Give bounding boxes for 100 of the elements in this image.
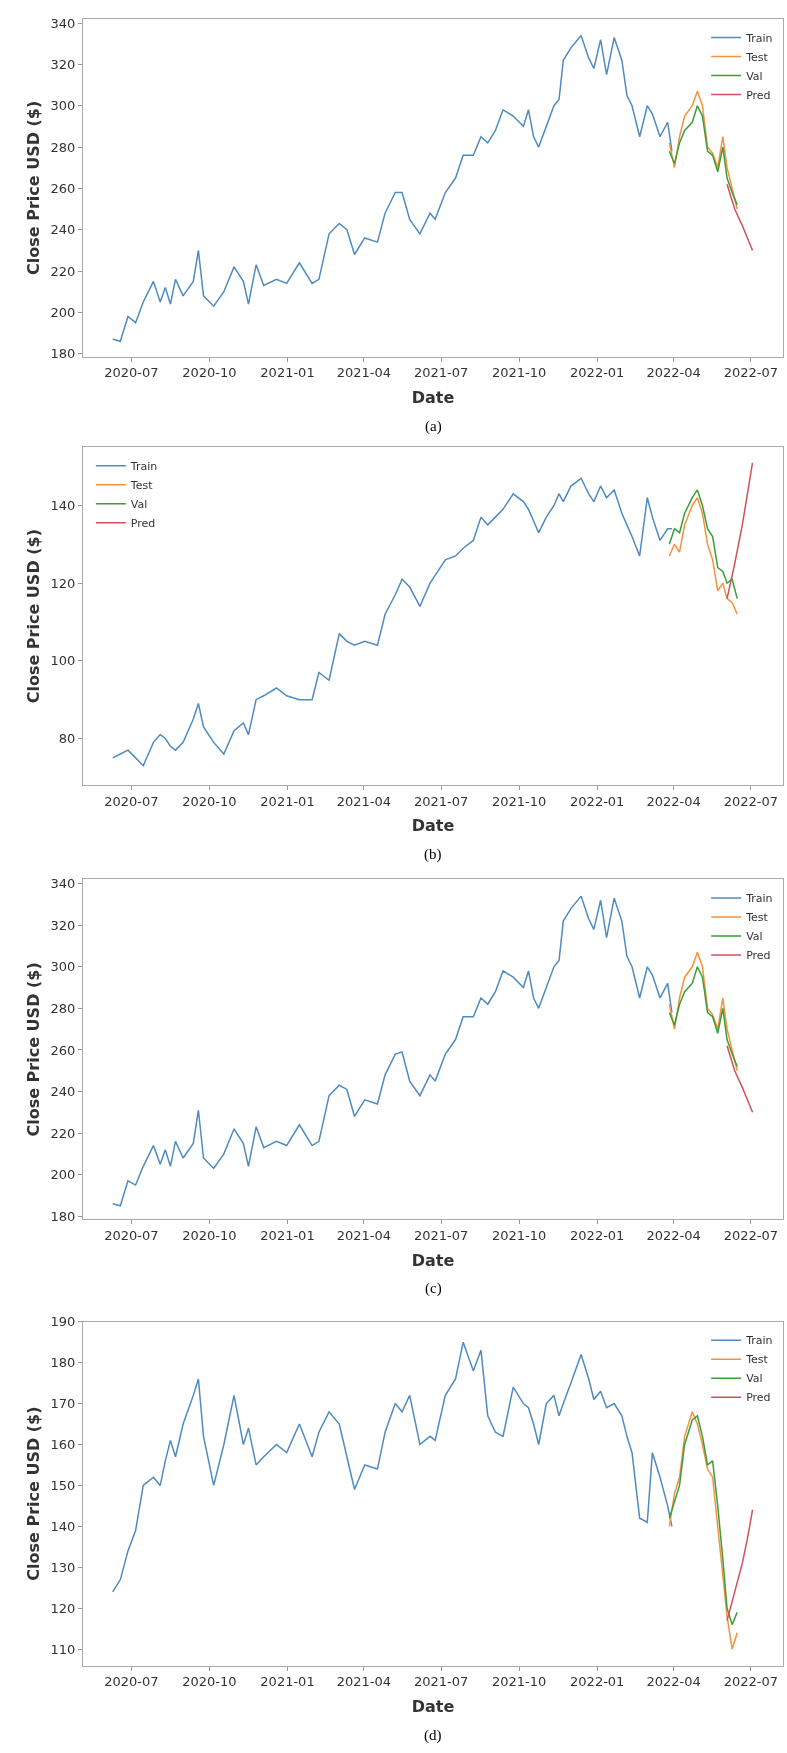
y-tick-label: 340 [50, 15, 76, 31]
x-tick-label: 2020-07 [104, 365, 159, 381]
legend-label: Pred [746, 949, 771, 963]
y-tick-label: 180 [50, 1355, 76, 1371]
x-tick-label: 2021-10 [492, 365, 547, 381]
y-tick-label: 200 [50, 304, 76, 320]
legend-label: Val [746, 1372, 763, 1386]
legend-label: Test [745, 911, 769, 925]
y-axis-title: Close Price USD ($) [24, 1406, 44, 1581]
y-tick-label: 300 [50, 959, 76, 975]
x-tick-label: 2021-07 [413, 1227, 469, 1243]
legend-label: Train [745, 892, 773, 906]
x-tick-label: 2021-04 [336, 1227, 392, 1243]
text: (a) [425, 418, 442, 435]
x-tick-label: 2021-01 [260, 793, 315, 809]
y-tick-label: 220 [50, 1125, 76, 1141]
x-tick-label: 2022-04 [646, 1674, 701, 1690]
y-tick-label: 190 [50, 1314, 76, 1330]
legend-label: Pred [130, 516, 156, 530]
y-tick-label: 130 [50, 1559, 76, 1575]
x-tick-label: 2020-07 [104, 1674, 159, 1690]
y-tick-label: 140 [50, 498, 76, 514]
x-axis-title: Date [411, 816, 455, 836]
y-tick-label: 120 [50, 1600, 76, 1616]
x-tick-label: 2022-04 [646, 1227, 701, 1243]
line-series [668, 951, 738, 1072]
legend-label: Train [745, 31, 773, 45]
x-tick-label: 2021-01 [260, 1227, 315, 1243]
x-tick-label: 2021-04 [336, 1674, 392, 1690]
y-axis-title: Close Price USD ($) [24, 100, 44, 276]
x-tick-label: 2020-10 [182, 1227, 237, 1243]
y-tick-label: 340 [50, 876, 76, 892]
x-tick-label: 2022-01 [570, 1227, 625, 1243]
line-series [668, 966, 738, 1068]
line-series [668, 496, 738, 615]
x-tick-label: 2020-10 [182, 793, 237, 809]
line-series [726, 462, 754, 600]
y-tick-label: 170 [50, 1396, 76, 1412]
x-tick-label: 2021-07 [413, 793, 469, 809]
x-tick-label: 2021-04 [336, 365, 392, 381]
text: (c) [425, 1280, 442, 1297]
legend-label: Pred [746, 88, 771, 102]
y-tick-label: 240 [50, 1084, 76, 1100]
legend-label: Val [746, 69, 763, 83]
legend-label: Pred [746, 1391, 771, 1405]
y-axis-title: Close Price USD ($) [24, 529, 44, 704]
y-tick-label: 160 [50, 1437, 76, 1453]
x-tick-label: 2020-10 [182, 1674, 237, 1690]
x-tick-label: 2021-07 [413, 1674, 469, 1690]
y-tick-label: 220 [50, 263, 76, 279]
x-axis-title: Date [411, 388, 455, 408]
x-tick-label: 2022-04 [646, 365, 701, 381]
y-tick-label: 240 [50, 222, 76, 238]
line-series [668, 489, 738, 600]
x-tick-label: 2020-07 [104, 793, 159, 809]
y-tick-label: 180 [50, 1208, 76, 1224]
y-tick-label: 140 [50, 1518, 76, 1534]
y-axis-title: Close Price USD ($) [24, 962, 44, 1137]
x-tick-label: 2022-07 [723, 793, 778, 809]
x-tick-label: 2020-07 [104, 1227, 159, 1243]
y-tick-label: 320 [50, 917, 76, 933]
x-tick-label: 2021-10 [492, 793, 547, 809]
line-series [111, 477, 673, 767]
x-tick-label: 2021-01 [260, 1674, 315, 1690]
text: (b) [424, 846, 442, 863]
y-tick-label: 100 [50, 653, 76, 669]
x-tick-label: 2021-01 [260, 365, 315, 381]
line-series [111, 34, 673, 343]
y-tick-label: 200 [50, 1167, 76, 1183]
line-series [726, 183, 754, 252]
legend-label: Test [129, 478, 154, 492]
legend-label: Val [746, 930, 763, 944]
y-tick-label: 120 [50, 575, 76, 591]
x-tick-label: 2022-01 [570, 793, 625, 809]
x-tick-label: 2022-07 [723, 1674, 778, 1690]
x-tick-label: 2021-07 [413, 365, 469, 381]
text: (d) [424, 1727, 442, 1744]
x-tick-label: 2022-07 [723, 365, 778, 381]
x-axis-title: Date [411, 1250, 455, 1270]
y-tick-label: 180 [50, 346, 76, 362]
x-tick-label: 2021-10 [492, 1674, 547, 1690]
x-tick-label: 2020-10 [182, 365, 237, 381]
line-series [111, 895, 673, 1207]
x-tick-label: 2022-01 [570, 365, 625, 381]
y-tick-label: 300 [50, 98, 76, 114]
line-series [726, 1045, 754, 1114]
y-tick-label: 260 [50, 1042, 76, 1058]
x-tick-label: 2022-01 [570, 1674, 625, 1690]
y-tick-label: 80 [58, 731, 76, 747]
line-series [726, 1509, 754, 1622]
y-tick-label: 280 [50, 139, 76, 155]
y-tick-label: 150 [50, 1477, 76, 1493]
x-tick-label: 2022-04 [646, 793, 701, 809]
x-axis-title: Date [411, 1696, 455, 1716]
x-tick-label: 2021-04 [336, 793, 392, 809]
legend-label: Test [745, 50, 769, 64]
x-tick-label: 2021-10 [492, 1227, 547, 1243]
legend-label: Train [745, 1334, 773, 1348]
line-series [111, 1341, 673, 1593]
y-tick-label: 110 [50, 1641, 76, 1657]
